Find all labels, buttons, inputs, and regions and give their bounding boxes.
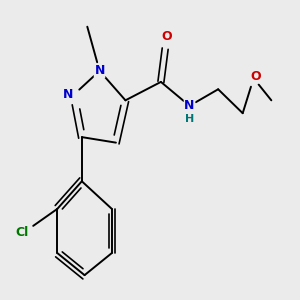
Text: O: O [161,30,172,43]
Text: H: H [185,114,194,124]
Text: N: N [94,64,105,77]
Text: N: N [184,99,195,112]
Text: O: O [250,70,261,83]
Text: Cl: Cl [16,226,29,239]
Text: N: N [63,88,74,101]
